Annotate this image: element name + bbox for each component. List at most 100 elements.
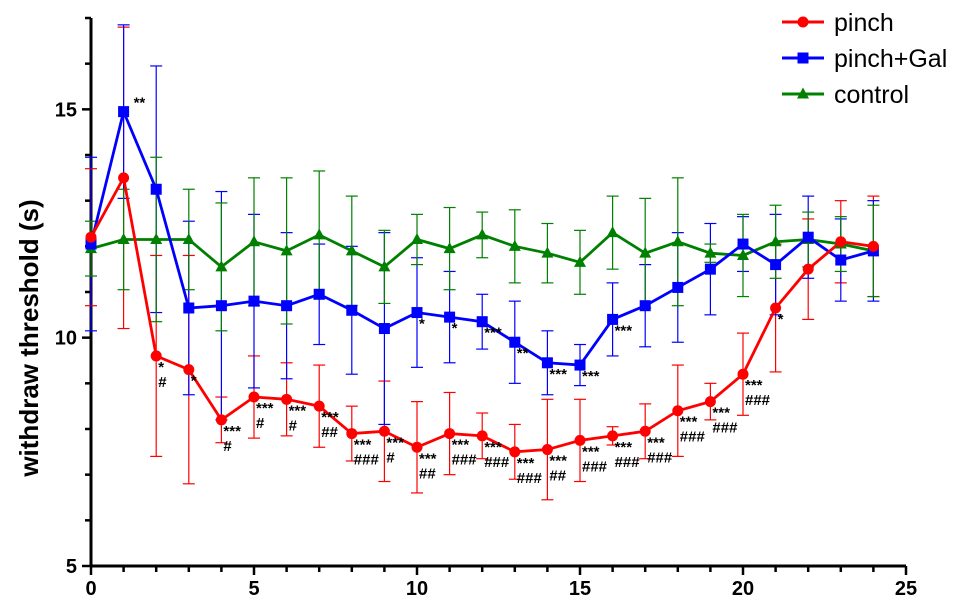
significance-label: *** — [354, 437, 372, 454]
data-point — [574, 255, 586, 267]
data-point — [476, 228, 489, 240]
data-point — [248, 235, 260, 247]
significance-label: ## — [419, 465, 436, 482]
significance-label: # — [289, 417, 298, 434]
data-point — [117, 232, 130, 244]
significance-label: ### — [452, 452, 478, 469]
significance-label: *** — [452, 437, 470, 454]
significance-annotations: ***# ****#***#***# ***##***###***# ***##***… — [134, 95, 784, 487]
data-point — [313, 400, 325, 412]
data-point — [280, 244, 293, 256]
significance-label: # — [386, 449, 395, 466]
significance-label: *** — [517, 455, 535, 472]
data-point — [183, 302, 195, 314]
data-point — [444, 428, 456, 440]
y-tick-label: 15 — [55, 99, 77, 121]
data-point — [704, 246, 717, 258]
y-axis-title: withdraw threshold (s) — [14, 199, 44, 477]
data-point — [281, 300, 293, 312]
data-point — [737, 238, 749, 250]
significance-label: ### — [745, 392, 771, 409]
data-point — [607, 313, 619, 325]
x-tick-label: 20 — [732, 578, 754, 599]
significance-label: ** — [517, 345, 529, 362]
data-point — [150, 183, 162, 195]
data-point — [835, 254, 847, 266]
significance-label: ## — [321, 424, 338, 441]
data-point — [248, 295, 260, 307]
data-point — [639, 300, 651, 312]
significance-label: *** — [549, 366, 567, 383]
data-point — [769, 235, 782, 247]
data-point — [85, 238, 97, 250]
data-point — [346, 428, 358, 440]
data-point — [182, 232, 195, 244]
data-point — [248, 391, 260, 403]
data-point — [671, 235, 684, 247]
x-tick-label: 10 — [406, 578, 428, 599]
data-point — [737, 248, 749, 260]
data-point — [541, 444, 553, 456]
data-point — [770, 259, 782, 271]
data-point — [313, 228, 326, 240]
data-point — [606, 226, 619, 238]
significance-label: *** — [582, 368, 600, 385]
data-point — [607, 430, 619, 442]
legend-label: pinch+Gal — [834, 45, 947, 73]
significance-label: *** — [647, 434, 665, 451]
significance-label: ### — [615, 454, 641, 471]
data-markers — [85, 106, 880, 458]
significance-label: * — [191, 373, 197, 390]
data-point — [281, 393, 293, 405]
data-point — [378, 323, 390, 335]
data-point — [639, 425, 651, 437]
data-point — [704, 396, 716, 408]
legend-label: control — [834, 81, 909, 109]
data-point — [411, 232, 423, 244]
significance-label: *** — [615, 439, 633, 456]
data-point — [509, 446, 521, 458]
significance-label: * — [158, 359, 164, 376]
legend-marker — [797, 52, 809, 64]
data-point — [443, 242, 456, 254]
significance-label: ## — [549, 468, 566, 485]
significance-label: *** — [484, 439, 502, 456]
data-point — [639, 246, 652, 258]
legend-marker — [797, 87, 809, 99]
significance-label: # — [256, 415, 265, 432]
significance-label: ** — [134, 95, 146, 112]
data-point — [378, 260, 391, 272]
data-point — [85, 231, 97, 243]
significance-label: # — [223, 438, 232, 455]
significance-label: *** — [680, 414, 698, 431]
legend: pinch pinch+Gal control — [782, 9, 947, 109]
data-point — [444, 311, 456, 323]
data-point — [672, 281, 684, 293]
data-point — [345, 244, 358, 256]
data-point — [215, 414, 227, 426]
significance-label: ### — [647, 449, 673, 466]
significance-label: *** — [419, 450, 437, 467]
significance-label: *** — [256, 400, 274, 417]
data-point — [802, 263, 814, 275]
data-point — [215, 260, 228, 272]
data-point — [476, 316, 488, 328]
significance-label: *** — [289, 402, 307, 419]
significance-label: *** — [223, 423, 241, 440]
legend-label: pinch — [834, 9, 894, 37]
x-tick-label: 15 — [569, 578, 591, 599]
legend-marker — [797, 16, 809, 28]
significance-label: ### — [582, 458, 608, 475]
significance-label: *** — [712, 405, 730, 422]
significance-label: *** — [549, 453, 567, 470]
data-point — [574, 359, 586, 371]
data-point — [867, 240, 879, 252]
significance-label: ### — [680, 429, 706, 446]
significance-label: ### — [354, 452, 380, 469]
data-point — [118, 106, 130, 118]
significance-label: # — [158, 374, 167, 391]
data-point — [509, 336, 521, 348]
data-point — [476, 430, 488, 442]
significance-label: *** — [321, 409, 339, 426]
